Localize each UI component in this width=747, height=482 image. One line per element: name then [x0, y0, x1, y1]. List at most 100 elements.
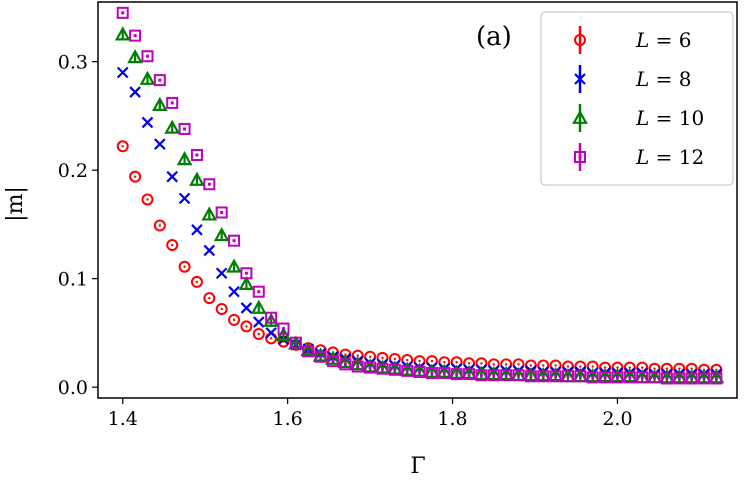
legend-marker [574, 73, 586, 85]
series-4 [116, 6, 723, 385]
data-point [413, 365, 426, 378]
data-point [201, 206, 218, 221]
data-point [250, 299, 267, 314]
data-point [685, 372, 698, 385]
data-point [438, 367, 451, 380]
data-point [561, 370, 574, 383]
data-point [166, 239, 179, 252]
data-point [127, 49, 143, 64]
data-point [401, 364, 414, 377]
data-point [463, 368, 476, 381]
y-tick-label: 0.1 [58, 269, 88, 291]
data-point [114, 26, 131, 41]
data-point [153, 74, 166, 87]
data-point [228, 234, 241, 247]
data-point [623, 371, 636, 384]
y-tick-label: 0.2 [58, 160, 88, 182]
legend-entry: L = 12 [574, 143, 704, 171]
data-point [166, 170, 178, 183]
data-point [238, 275, 255, 290]
data-point [500, 369, 513, 382]
data-point [537, 370, 550, 383]
legend-entry: L = 8 [574, 65, 691, 93]
plot-frame [97, 1, 738, 399]
data-point [153, 219, 166, 232]
data-point [203, 244, 216, 257]
data-point [190, 275, 203, 288]
x-tick-label: 2.0 [602, 408, 632, 430]
data-point [289, 336, 302, 349]
data-point [265, 327, 277, 339]
data-point [164, 119, 181, 134]
data-point [475, 369, 488, 382]
legend-label: L = 12 [635, 145, 704, 169]
data-point [141, 193, 154, 206]
y-tick-label: 0.3 [58, 52, 88, 74]
data-point [648, 371, 661, 384]
data-point [215, 303, 228, 316]
data-point [203, 292, 216, 305]
legend-marker [574, 151, 586, 163]
data-point [487, 369, 500, 382]
data-point [314, 350, 327, 363]
y-tick-label: 0.0 [58, 377, 88, 399]
data-point [215, 267, 228, 280]
x-tick-label: 1.4 [108, 408, 138, 430]
data-point [226, 258, 242, 273]
data-point [116, 140, 129, 153]
data-point [228, 285, 240, 298]
data-point [524, 370, 537, 383]
legend: L = 6 L = 8 L = 10 L = 12 [540, 11, 734, 186]
data-point [190, 148, 203, 161]
data-point [116, 66, 129, 79]
data-point [178, 122, 191, 135]
legend-label: L = 10 [635, 106, 704, 130]
axes: 1.4 1.6 1.8 2.0 0.0 0.1 0.2 0.3 [58, 1, 738, 430]
data-point [240, 320, 253, 333]
data-point [636, 371, 649, 384]
data-point [599, 371, 612, 384]
x-axis-label: Γ [410, 454, 425, 479]
data-point [151, 96, 168, 111]
legend-box [540, 11, 734, 186]
data-point [139, 70, 156, 85]
data-point [240, 302, 253, 314]
legend-entry: L = 6 [574, 26, 691, 54]
legend-entry: L = 10 [572, 104, 704, 132]
data-point [189, 171, 205, 186]
data-point [178, 192, 191, 205]
data-point [129, 86, 141, 98]
data-point [512, 369, 525, 382]
data-point [228, 313, 241, 326]
legend-label: L = 6 [635, 28, 691, 52]
data-point [154, 138, 166, 150]
data-point [191, 224, 203, 236]
data-point [302, 345, 315, 358]
data-point [611, 371, 624, 384]
data-point [710, 372, 723, 385]
data-point [240, 267, 253, 280]
data-point [425, 367, 438, 380]
data-point [129, 170, 142, 183]
y-axis-label: |m| [3, 186, 28, 222]
x-tick-label: 1.6 [273, 408, 303, 430]
data-point [252, 327, 265, 340]
data-point [388, 363, 401, 376]
data-point [698, 372, 711, 385]
data-point [376, 362, 389, 375]
x-tick-label: 1.8 [437, 408, 467, 430]
panel-label: (a) [476, 22, 512, 52]
data-point [660, 372, 673, 385]
data-point [129, 29, 142, 42]
data-point [252, 285, 265, 298]
data-point [166, 96, 179, 109]
data-point [351, 360, 364, 373]
data-point [116, 6, 129, 19]
data-point [265, 311, 278, 324]
data-point [213, 226, 230, 242]
data-point [265, 332, 278, 345]
data-point [339, 358, 352, 371]
data-point [215, 206, 228, 219]
data-point [364, 361, 377, 374]
